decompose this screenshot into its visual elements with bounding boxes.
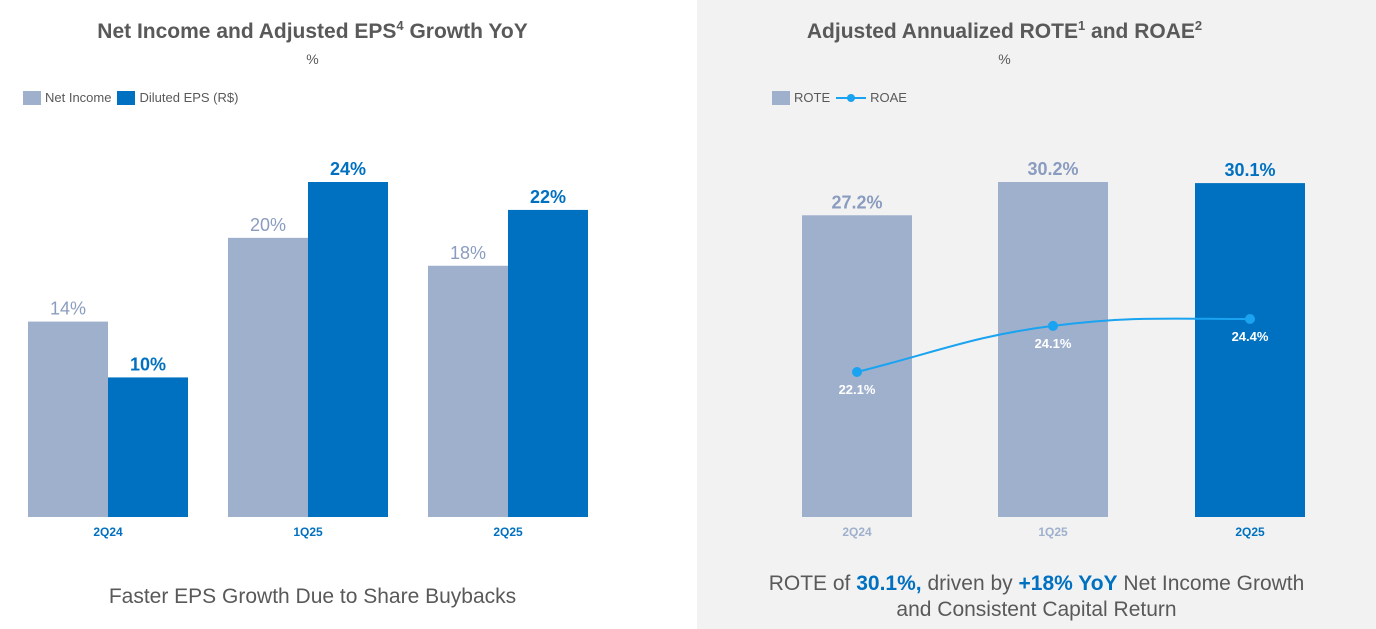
x-tick-label: 1Q25 [1038,525,1068,539]
left-chart-title: Net Income and Adjusted EPS4 Growth YoY [97,18,528,43]
bar-diluted-eps-2Q24 [108,377,188,517]
roae-data-label: 22.1% [839,382,876,397]
right-footer-line2: and Consistent Capital Return [896,598,1177,621]
data-label: 27.2% [831,192,882,212]
roae-point [1245,314,1255,324]
bar-diluted-eps-2Q25 [508,209,588,517]
data-label: 22% [530,187,566,207]
roae-data-label: 24.4% [1232,329,1269,344]
right-footer: ROTE of 30.1%, driven by +18% YoY Net In… [697,571,1376,623]
data-label: 30.1% [1224,160,1275,180]
data-label: 24% [330,159,366,179]
rote-swatch [772,90,790,105]
right-panel: Adjusted Annualized ROTE1 and ROAE2 % RO… [697,0,1376,629]
x-tick-label: 2Q24 [93,525,123,539]
right-bar-line-chart: 27.2% 2Q24 30.2% 1Q25 30.1% 2Q25 22.1% 24.1% 24.… [802,159,1305,539]
legend-label: Diluted EPS (R$) [139,90,239,105]
data-label: 10% [130,354,166,374]
legend-label: Net Income [45,90,112,105]
left-footer: Faster EPS Growth Due to Share Buybacks [108,585,517,608]
roae-line-swatch [836,93,867,102]
bar-rote-1Q25 [998,182,1108,517]
right-unit-label: % [998,51,1011,67]
legend-item-diluted-eps: Diluted EPS (R$) [117,90,238,105]
roae-data-label: 24.1% [1035,336,1072,351]
left-panel: Net Income and Adjusted EPS4 Growth YoY … [23,18,588,608]
roae-point [852,367,862,377]
x-tick-label: 2Q25 [493,525,523,539]
bar-net-income-1Q25 [228,237,308,518]
roae-point [1048,320,1058,331]
bar-rote-2Q25 [1195,183,1305,518]
x-tick-label: 2Q24 [842,525,872,539]
right-legend: ROTE ROAE [772,90,913,105]
right-footer-line1: ROTE of 30.1%, driven by +18% YoY Net In… [768,572,1305,595]
right-chart-title: Adjusted Annualized ROTE1 and ROAE2 [806,18,1203,43]
bar-rote-2Q24 [802,215,912,518]
diluted-eps-swatch [117,90,136,105]
bar-net-income-2Q24 [28,321,108,517]
bar-net-income-2Q25 [428,265,508,517]
data-label: 14% [50,299,86,319]
left-unit-label: % [306,51,319,67]
legend-label: ROTE [794,90,831,105]
data-label: 20% [250,215,286,235]
legend-item-roae: ROAE [836,90,907,105]
net-income-swatch [23,90,41,105]
left-bar-chart: 14% 10% 2Q24 20% 24% 1Q25 18% 22% 2Q25 [28,159,588,539]
data-label: 30.2% [1027,159,1078,179]
bar-diluted-eps-1Q25 [308,182,388,517]
legend-item-rote: ROTE [772,90,830,105]
left-legend: Net Income Diluted EPS (R$) [23,90,244,105]
x-tick-label: 2Q25 [1235,525,1265,539]
x-tick-label: 1Q25 [293,525,323,539]
legend-label: ROAE [870,90,907,105]
data-label: 18% [450,243,486,263]
legend-item-net-income: Net Income [23,90,111,105]
